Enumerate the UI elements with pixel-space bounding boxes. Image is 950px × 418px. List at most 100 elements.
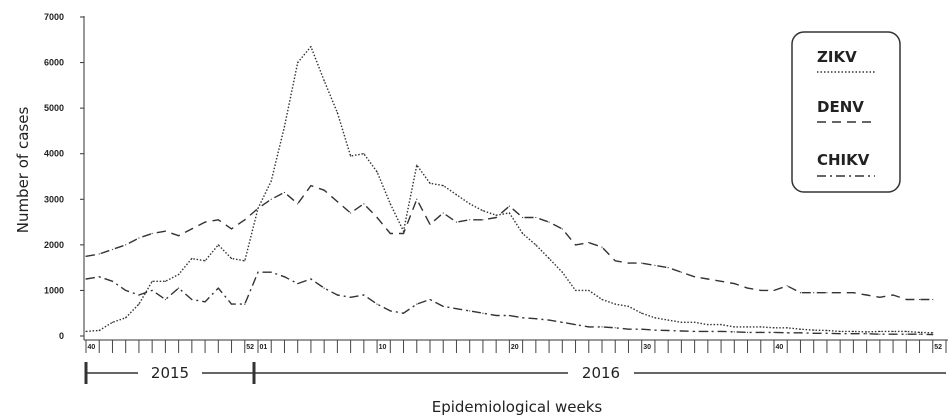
data-point-chikv <box>627 328 630 330</box>
data-point-denv <box>694 276 696 278</box>
data-point-chikv <box>707 330 709 333</box>
data-point-chikv <box>217 287 219 289</box>
data-point-denv <box>151 232 153 235</box>
x-ticks: 40 52 01 10 20 30 40 52 <box>85 340 947 353</box>
data-point-denv <box>363 203 365 205</box>
series-layer <box>85 45 934 336</box>
data-point-denv <box>574 244 577 246</box>
data-point-denv <box>191 228 193 230</box>
data-point-zikv <box>125 317 127 319</box>
data-point-chikv <box>98 276 100 278</box>
data-point-chikv <box>588 326 590 328</box>
data-point-denv <box>244 219 246 221</box>
x-tick-label: 52 <box>246 344 254 351</box>
data-point-chikv <box>535 318 537 320</box>
legend-label-zikv: ZIKV <box>817 48 857 66</box>
data-point-denv <box>588 241 590 244</box>
data-point-zikv <box>588 289 590 292</box>
data-point-denv <box>111 248 114 251</box>
data-point-chikv <box>561 321 563 323</box>
data-point-chikv <box>389 310 391 312</box>
series-line-denv <box>85 184 933 301</box>
data-point-zikv <box>548 257 550 260</box>
data-point-zikv <box>151 280 153 282</box>
data-point-zikv <box>522 232 524 235</box>
data-point-zikv <box>707 324 709 326</box>
data-point-chikv <box>799 332 802 334</box>
data-point-chikv <box>416 303 418 305</box>
data-point-denv <box>125 244 127 246</box>
data-point-zikv <box>85 330 87 333</box>
data-point-chikv <box>932 334 934 336</box>
data-point-chikv <box>469 310 471 312</box>
data-point-zikv <box>799 328 802 330</box>
data-point-denv <box>257 207 259 209</box>
data-point-chikv <box>482 312 484 314</box>
data-point-zikv <box>680 321 682 323</box>
data-point-chikv <box>852 333 854 335</box>
x-tick-label: 52 <box>934 344 942 351</box>
data-point-zikv <box>614 303 616 305</box>
data-point-chikv <box>773 331 775 333</box>
data-point-chikv <box>283 276 286 278</box>
data-point-zikv <box>667 319 669 321</box>
data-point-zikv <box>138 303 140 305</box>
data-point-denv <box>760 289 762 292</box>
data-point-zikv <box>376 171 378 173</box>
data-point-zikv <box>230 257 233 260</box>
data-point-zikv <box>442 185 444 187</box>
data-point-denv <box>786 285 788 287</box>
data-point-zikv <box>111 321 114 323</box>
year-2015-label: 2015 <box>151 364 189 382</box>
data-point-zikv <box>495 214 497 216</box>
y-axis-title: Number of cases <box>14 107 32 234</box>
data-point-denv <box>720 280 722 282</box>
y-tick-label: 0 <box>59 331 64 341</box>
data-point-chikv <box>614 327 616 329</box>
x-tick-label: 40 <box>776 344 784 351</box>
data-point-zikv <box>574 289 577 292</box>
x-tick-label: 10 <box>379 344 387 351</box>
data-point-zikv <box>350 155 352 157</box>
data-point-denv <box>614 260 616 262</box>
data-point-zikv <box>389 203 391 205</box>
data-point-zikv <box>852 330 854 333</box>
data-point-zikv <box>720 324 722 326</box>
x-tick-label: 30 <box>643 344 651 351</box>
data-point-chikv <box>786 332 788 334</box>
data-point-denv <box>641 262 643 264</box>
data-point-chikv <box>641 328 643 330</box>
data-point-zikv <box>839 330 841 333</box>
data-point-chikv <box>336 294 338 296</box>
data-point-denv <box>932 298 934 301</box>
data-point-zikv <box>879 330 881 333</box>
data-point-denv <box>376 216 378 219</box>
data-point-denv <box>310 185 312 187</box>
data-point-chikv <box>495 314 497 317</box>
data-point-zikv <box>482 210 484 212</box>
data-point-denv <box>455 221 458 223</box>
data-point-denv <box>138 237 140 239</box>
data-point-denv <box>389 232 391 235</box>
legend-label-denv: DENV <box>817 98 864 116</box>
data-point-zikv <box>932 332 934 334</box>
data-point-denv <box>746 287 749 289</box>
data-point-denv <box>852 292 854 294</box>
data-point-chikv <box>151 289 153 292</box>
year-2016-label: 2016 <box>582 364 620 382</box>
data-point-chikv <box>323 287 325 289</box>
data-point-zikv <box>773 327 775 329</box>
data-point-zikv <box>297 61 299 64</box>
data-point-chikv <box>191 298 193 301</box>
data-point-zikv <box>469 203 471 205</box>
data-point-zikv <box>760 326 762 328</box>
data-point-chikv <box>455 308 458 310</box>
x-tick-label: 01 <box>260 344 268 351</box>
data-point-zikv <box>826 329 828 332</box>
data-point-denv <box>204 221 206 223</box>
data-point-zikv <box>336 112 338 114</box>
data-point-denv <box>826 292 828 294</box>
data-point-denv <box>469 219 471 221</box>
data-point-chikv <box>442 305 444 307</box>
data-point-denv <box>918 298 921 301</box>
